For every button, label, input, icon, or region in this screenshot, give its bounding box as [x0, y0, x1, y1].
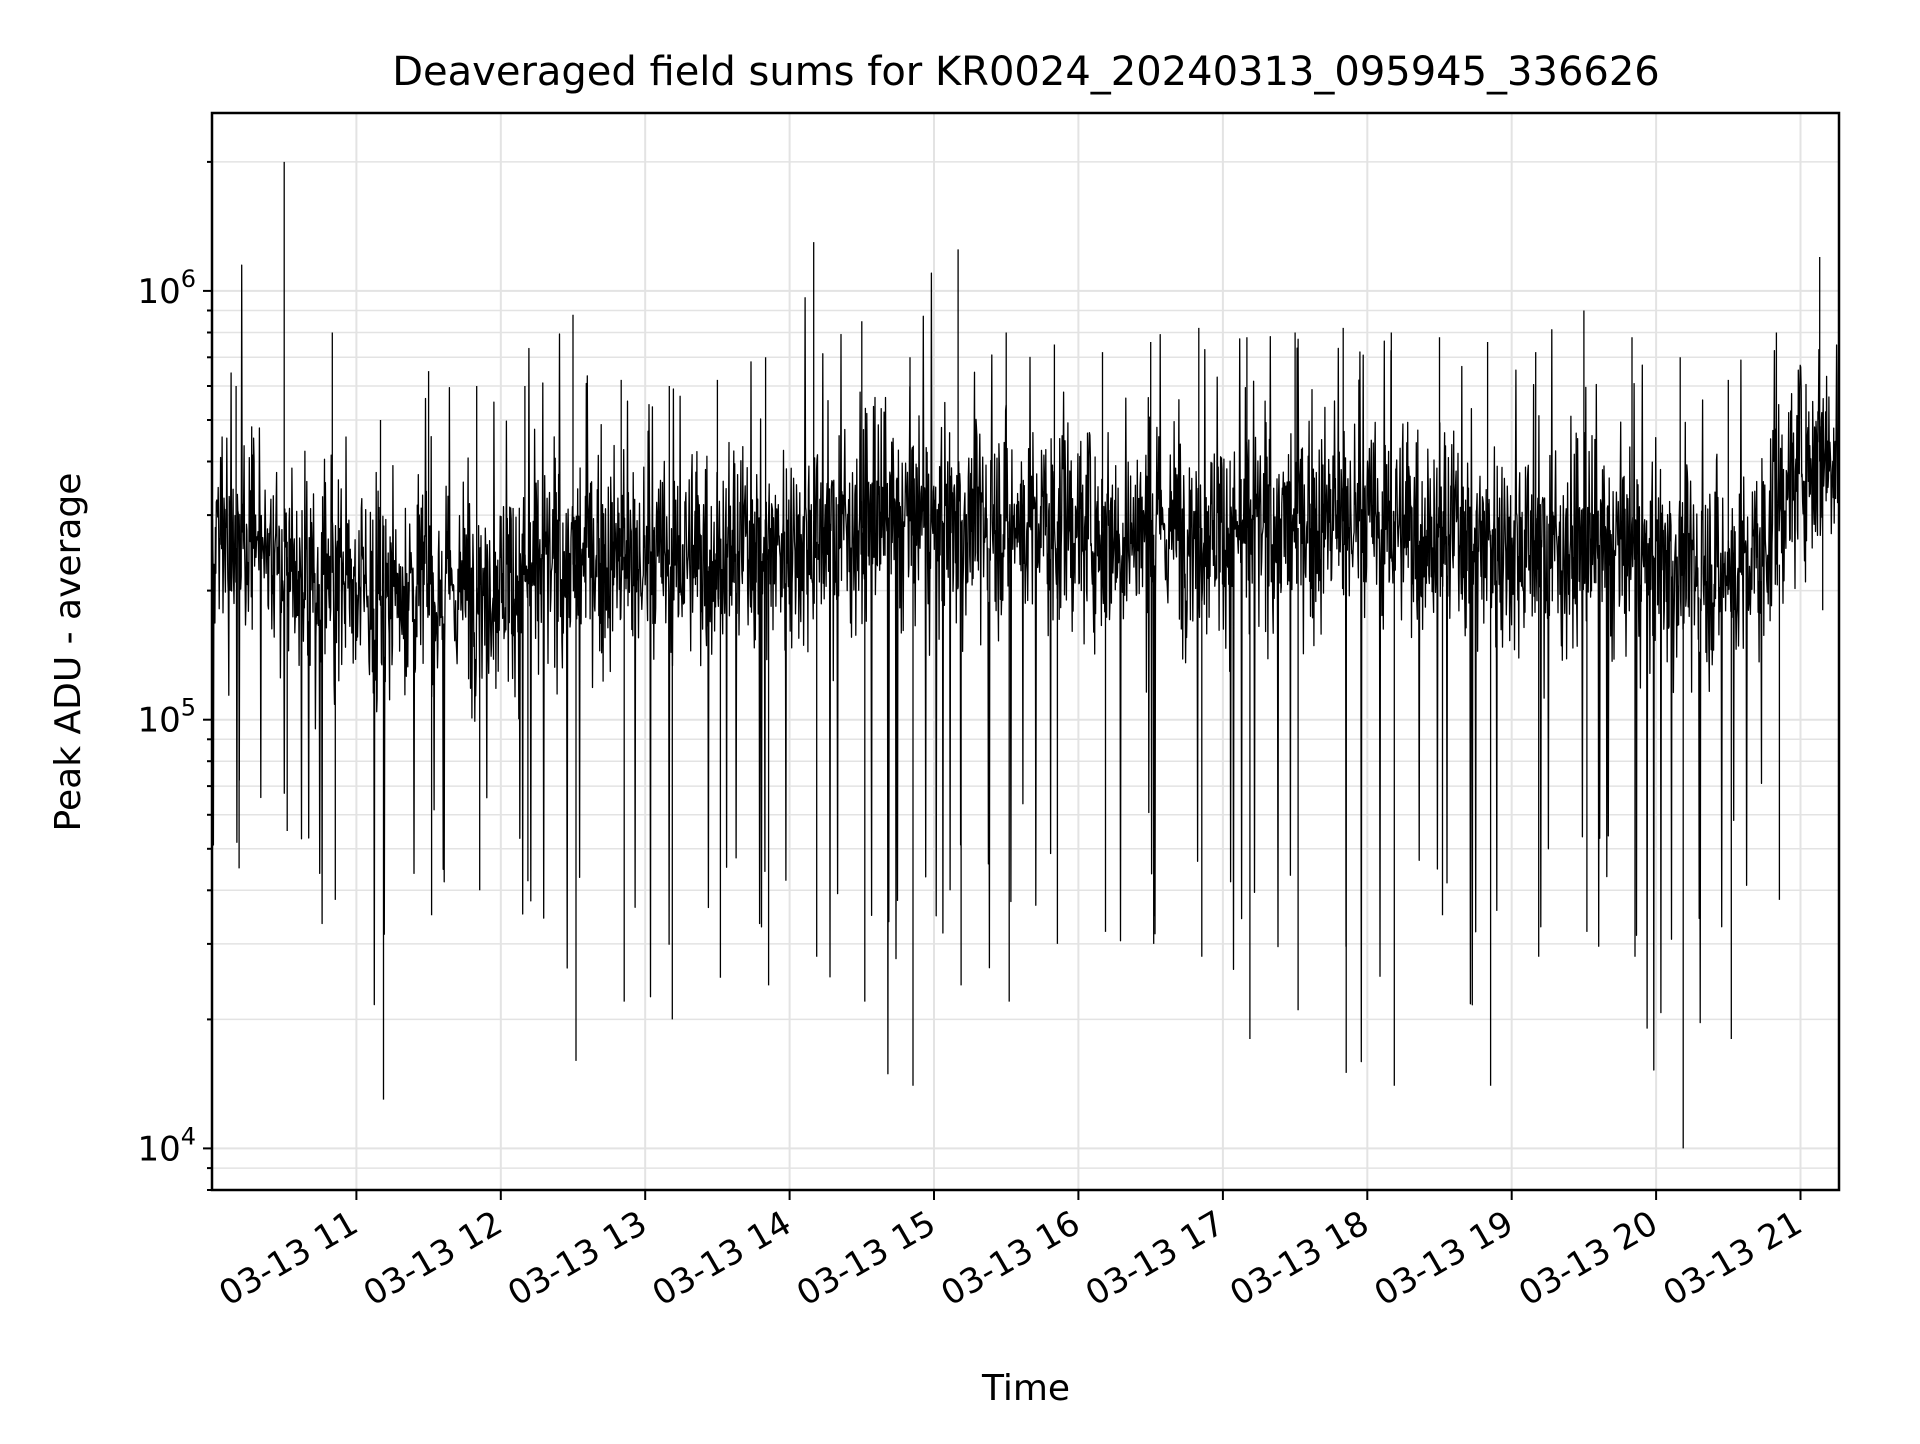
- y-tick-label: 104: [137, 1122, 196, 1169]
- x-tick-label: 03-13 12: [357, 1203, 509, 1314]
- x-tick-label: 03-13 14: [646, 1203, 798, 1314]
- x-axis-label: Time: [981, 1368, 1070, 1409]
- x-tick-label: 03-13 21: [1657, 1203, 1809, 1314]
- series-layer: [211, 161, 1840, 1149]
- x-tick-label: 03-13 16: [935, 1203, 1087, 1314]
- y-tick-label: 106: [137, 265, 196, 312]
- x-tick-label: 03-13 13: [501, 1203, 653, 1314]
- x-tick-label: 03-13 17: [1079, 1203, 1231, 1314]
- chart-title: Deaveraged field sums for KR0024_2024031…: [392, 49, 1660, 95]
- x-tick-label: 03-13 19: [1368, 1203, 1520, 1314]
- y-tick-label: 105: [137, 694, 196, 741]
- series-line-0: [211, 264, 1840, 1075]
- y-axis-label: Peak ADU - average: [48, 473, 89, 832]
- grid-layer: [212, 113, 1839, 1191]
- x-tick-label: 03-13 11: [213, 1203, 365, 1314]
- plot-frame: [210, 111, 1841, 1192]
- x-tick-label: 03-13 18: [1223, 1203, 1375, 1314]
- x-tick-label: 03-13 20: [1512, 1203, 1664, 1314]
- x-tick-label: 03-13 15: [790, 1203, 942, 1314]
